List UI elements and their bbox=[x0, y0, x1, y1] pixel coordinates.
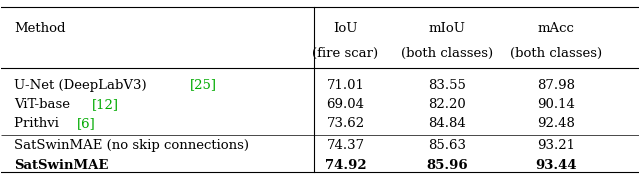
Text: 83.55: 83.55 bbox=[429, 79, 467, 92]
Text: Prithvi: Prithvi bbox=[14, 117, 63, 130]
Text: 93.44: 93.44 bbox=[535, 159, 577, 172]
Text: 87.98: 87.98 bbox=[537, 79, 575, 92]
Text: SatSwinMAE (no skip connections): SatSwinMAE (no skip connections) bbox=[14, 139, 249, 153]
Text: (fire scar): (fire scar) bbox=[312, 47, 378, 60]
Text: 71.01: 71.01 bbox=[326, 79, 364, 92]
Text: mAcc: mAcc bbox=[538, 22, 574, 35]
Text: U-Net (DeepLabV3): U-Net (DeepLabV3) bbox=[14, 79, 151, 92]
Text: [6]: [6] bbox=[77, 117, 96, 130]
Text: (both classes): (both classes) bbox=[401, 47, 493, 60]
Text: 93.21: 93.21 bbox=[537, 139, 575, 153]
Text: (both classes): (both classes) bbox=[509, 47, 602, 60]
Text: 85.96: 85.96 bbox=[427, 159, 468, 172]
Text: 85.63: 85.63 bbox=[428, 139, 467, 153]
Text: 90.14: 90.14 bbox=[537, 98, 575, 111]
Text: mIoU: mIoU bbox=[429, 22, 466, 35]
Text: IoU: IoU bbox=[333, 22, 358, 35]
Text: 74.92: 74.92 bbox=[324, 159, 366, 172]
Text: 73.62: 73.62 bbox=[326, 117, 365, 130]
Text: 82.20: 82.20 bbox=[429, 98, 467, 111]
Text: ViT-base: ViT-base bbox=[14, 98, 74, 111]
Text: 84.84: 84.84 bbox=[429, 117, 467, 130]
Text: 69.04: 69.04 bbox=[326, 98, 365, 111]
Text: 92.48: 92.48 bbox=[537, 117, 575, 130]
Text: [12]: [12] bbox=[92, 98, 118, 111]
Text: Method: Method bbox=[14, 22, 66, 35]
Text: SatSwinMAE: SatSwinMAE bbox=[14, 159, 109, 172]
Text: [25]: [25] bbox=[190, 79, 217, 92]
Text: 74.37: 74.37 bbox=[326, 139, 365, 153]
